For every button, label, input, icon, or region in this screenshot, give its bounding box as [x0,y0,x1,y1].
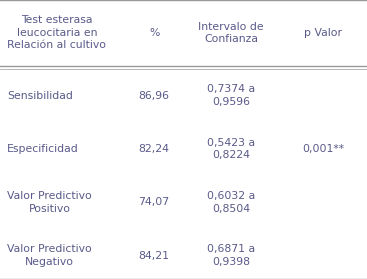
Text: Especificidad: Especificidad [7,144,79,154]
Text: %: % [149,28,159,38]
Text: 0,6032 a
0,8504: 0,6032 a 0,8504 [207,191,255,213]
Text: Test esterasa
leucocitaria en
Relación al cultivo: Test esterasa leucocitaria en Relación a… [7,15,106,50]
Text: Valor Predictivo
Negativo: Valor Predictivo Negativo [7,244,92,267]
Text: 86,96: 86,96 [139,91,170,101]
Text: p Valor: p Valor [304,28,342,38]
Text: Sensibilidad: Sensibilidad [7,91,73,101]
Text: 0,001**: 0,001** [302,144,344,154]
Text: 0,7374 a
0,9596: 0,7374 a 0,9596 [207,84,255,107]
Text: 82,24: 82,24 [139,144,170,154]
Text: 84,21: 84,21 [139,251,170,261]
Text: 0,6871 a
0,9398: 0,6871 a 0,9398 [207,244,255,267]
Text: 0,5423 a
0,8224: 0,5423 a 0,8224 [207,138,255,160]
Text: Valor Predictivo
Positivo: Valor Predictivo Positivo [7,191,92,213]
Text: 74,07: 74,07 [139,197,170,207]
Text: Intervalo de
Confianza: Intervalo de Confianza [199,21,264,44]
